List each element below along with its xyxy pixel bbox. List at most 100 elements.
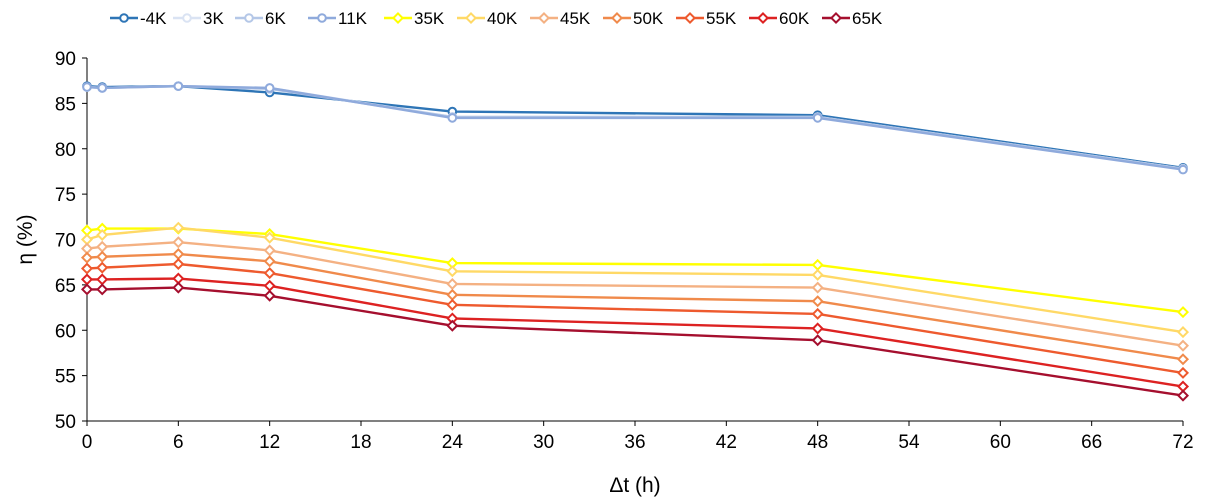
legend-label: 40K: [487, 9, 518, 28]
data-point: [80, 262, 94, 275]
data-point: [80, 283, 94, 296]
legend-label: -4K: [140, 9, 167, 28]
data-point: [811, 334, 824, 347]
y-tick-label: 80: [55, 140, 76, 161]
data-point: [811, 281, 824, 294]
series-line: [86, 84, 1184, 169]
series-6k: [82, 81, 1188, 174]
data-point: [96, 250, 109, 263]
series-line: [86, 84, 1184, 170]
x-tick-label: 18: [350, 432, 371, 453]
legend-label: 3K: [203, 9, 224, 28]
x-tick-label: 66: [1081, 432, 1102, 453]
legend-label: 11K: [338, 9, 368, 28]
series-65k: [80, 281, 1190, 402]
data-point: [447, 113, 458, 123]
legend-marker: [610, 11, 624, 25]
x-tick-label: 30: [533, 432, 554, 453]
data-point: [263, 279, 276, 292]
series-line: [87, 286, 1184, 397]
x-tick-label: 54: [898, 432, 920, 453]
x-axis-ticks: 0 6 12 18 24 30 36 42 48 54 60 66 72: [82, 421, 1194, 453]
legend-item-45k: 45K: [530, 9, 591, 28]
data-point: [446, 298, 459, 311]
data-point: [97, 83, 108, 93]
legend: -4K 3K 6K 11K 35K 40K 45K 50K 55K 60K 65K: [110, 9, 883, 28]
data-point: [446, 319, 459, 332]
data-point: [1176, 366, 1190, 379]
x-tick-label: 48: [807, 432, 828, 453]
data-point: [263, 267, 276, 280]
data-point: [82, 82, 92, 92]
x-tick-label: 12: [259, 432, 280, 453]
legend-marker: [182, 13, 192, 23]
x-tick-label: 42: [716, 432, 737, 453]
y-tick-label: 65: [55, 276, 76, 297]
legend-marker: [464, 11, 478, 25]
legend-marker: [683, 11, 697, 25]
plot-series: [80, 81, 1190, 402]
legend-label: 65K: [852, 9, 883, 28]
legend-marker: [391, 11, 405, 25]
x-tick-label: 6: [173, 432, 184, 453]
data-point: [1176, 339, 1190, 352]
y-tick-label: 85: [55, 94, 76, 115]
series-line: [86, 226, 1184, 334]
legend-item-65k: 65K: [822, 9, 883, 28]
data-point: [264, 83, 275, 93]
data-point: [172, 257, 185, 271]
data-point: [812, 113, 823, 123]
data-point: [811, 307, 824, 320]
legend-marker: [537, 11, 551, 25]
series-line: [86, 84, 1184, 171]
y-tick-label: 55: [55, 367, 76, 388]
data-point: [96, 261, 109, 274]
legend-item-60k: 60K: [749, 9, 810, 28]
data-point: [172, 221, 185, 234]
data-point: [80, 251, 94, 264]
y-axis-title: η (%): [14, 214, 37, 264]
legend-marker: [244, 13, 254, 23]
legend-item-35k: 35K: [384, 9, 445, 28]
data-point: [172, 281, 185, 294]
y-tick-label: 70: [55, 231, 76, 252]
data-point: [172, 236, 185, 249]
data-point: [263, 255, 276, 268]
data-point: [1176, 389, 1190, 402]
series-40k: [80, 221, 1190, 339]
y-tick-label: 50: [55, 412, 76, 433]
x-tick-label: 60: [990, 432, 1011, 453]
series-55k: [80, 257, 1190, 379]
data-point: [80, 273, 94, 286]
data-point: [811, 295, 824, 308]
legend-label: 35K: [414, 9, 445, 28]
y-tick-label: 90: [55, 49, 76, 70]
data-point: [263, 244, 276, 257]
data-point: [1176, 353, 1190, 366]
legend-item-40k: 40K: [457, 9, 518, 28]
legend-marker: [119, 13, 129, 23]
legend-label: 45K: [560, 9, 591, 28]
data-point: [446, 277, 459, 290]
legend-item-3k: 3K: [173, 9, 224, 28]
data-point: [446, 265, 459, 278]
y-tick-label: 60: [55, 321, 76, 342]
data-point: [811, 268, 824, 281]
x-tick-label: 36: [624, 432, 645, 453]
data-point: [96, 228, 109, 241]
legend-marker: [829, 11, 843, 25]
series-11k: [82, 81, 1188, 175]
legend-label: 6K: [265, 9, 286, 28]
data-point: [96, 240, 109, 253]
data-point: [811, 322, 824, 335]
legend-label: 60K: [779, 9, 810, 28]
series-45k: [80, 236, 1190, 352]
data-point: [96, 283, 109, 296]
data-point: [172, 248, 185, 261]
legend-item-55k: 55K: [676, 9, 737, 28]
series-line: [86, 84, 1184, 170]
y-axis-ticks: 50 55 60 65 70 75 80 85 90: [55, 49, 87, 433]
data-point: [811, 258, 824, 271]
x-tick-label: 72: [1172, 432, 1193, 453]
